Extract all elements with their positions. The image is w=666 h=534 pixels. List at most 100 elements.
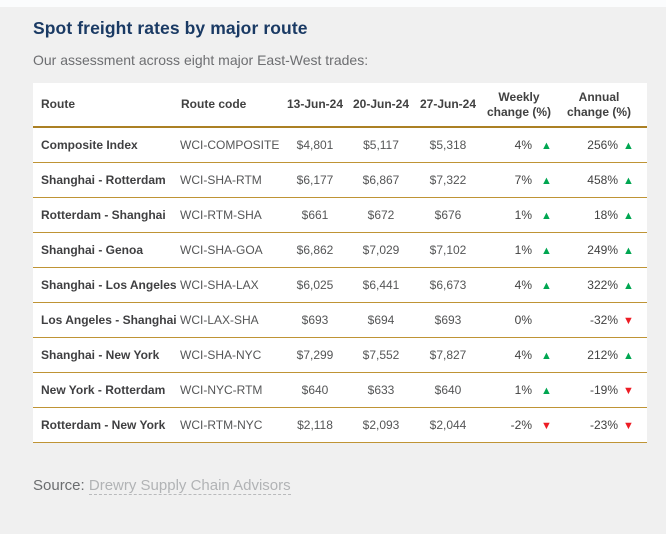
route-cell: Rotterdam - Shanghai [33,197,173,233]
rate-cell: $6,867 [349,162,413,198]
weekly-change-cell: 7% ▲ [483,162,561,198]
table-row: Rotterdam - New York WCI-RTM-NYC $2,118 … [33,407,647,443]
rate-cell: $694 [349,302,413,338]
rate-cell: $2,118 [281,407,349,443]
rate-cell: $2,044 [413,407,483,443]
rate-cell: $6,441 [349,267,413,303]
table-row: Rotterdam - Shanghai WCI-RTM-SHA $661 $6… [33,197,647,233]
rate-cell: $7,552 [349,337,413,373]
route-code-cell: WCI-SHA-RTM [173,162,281,198]
rate-cell: $672 [349,197,413,233]
weekly-change-value: 1% [514,208,532,222]
weekly-change-cell: 1% ▲ [483,372,561,408]
trend-down-icon: ▼ [623,385,634,397]
weekly-change-value: 0% [514,313,532,327]
trend-up-icon: ▲ [541,140,552,152]
annual-change-cell: 322% ▲ [561,267,647,303]
trend-down-icon: ▼ [541,420,552,432]
route-code-cell: WCI-RTM-SHA [173,197,281,233]
annual-change-value: -23% [589,418,618,432]
rate-cell: $7,102 [413,232,483,268]
weekly-change-cell: 4% ▲ [483,337,561,373]
trend-up-icon: ▲ [541,245,552,257]
route-code-cell: WCI-LAX-SHA [173,302,281,338]
freight-rates-table: Route Route code 13-Jun-24 20-Jun-24 27-… [33,83,647,443]
route-cell: New York - Rotterdam [33,372,173,408]
rate-cell: $7,299 [281,337,349,373]
route-code-cell: WCI-NYC-RTM [173,372,281,408]
route-code-cell: WCI-SHA-LAX [173,267,281,303]
annual-change-value: 322% [587,278,618,292]
weekly-change-cell: 0% [483,302,561,338]
trend-up-icon: ▲ [623,350,634,362]
trend-down-icon: ▼ [623,315,634,327]
rate-cell: $6,862 [281,232,349,268]
rate-cell: $676 [413,197,483,233]
rate-cell: $5,318 [413,127,483,163]
trend-up-icon: ▲ [623,280,634,292]
annual-change-value: 18% [593,208,618,222]
annual-change-value: 212% [587,348,618,362]
annual-change-cell: -32% ▼ [561,302,647,338]
route-cell: Los Angeles - Shanghai [33,302,177,338]
rate-cell: $693 [281,302,349,338]
column-header-route-code: Route code [173,83,281,128]
trend-up-icon: ▲ [623,245,634,257]
annual-change-cell: 256% ▲ [561,127,647,163]
rate-cell: $7,322 [413,162,483,198]
weekly-change-cell: 4% ▲ [483,267,561,303]
trend-up-icon: ▲ [623,210,634,222]
annual-change-value: -19% [589,383,618,397]
source-link[interactable]: Drewry Supply Chain Advisors [88,477,291,495]
weekly-change-cell: 1% ▲ [483,197,561,233]
weekly-change-value: 4% [514,138,532,152]
rate-cell: $6,025 [281,267,349,303]
route-cell: Rotterdam - New York [33,407,173,443]
weekly-change-cell: -2% ▼ [483,407,561,443]
annual-change-cell: -23% ▼ [561,407,647,443]
annual-change-value: 249% [587,243,618,257]
rate-cell: $4,801 [281,127,349,163]
page-subtitle: Our assessment across eight major East-W… [33,52,369,68]
weekly-change-cell: 4% ▲ [483,127,561,163]
route-cell: Shanghai - Rotterdam [33,162,173,198]
rates-table-card: Route Route code 13-Jun-24 20-Jun-24 27-… [33,83,647,443]
route-cell: Composite Index [33,127,173,163]
table-row: Composite Index WCI-COMPOSITE $4,801 $5,… [33,127,647,163]
freight-rates-widget: Spot freight rates by major route Our as… [0,7,666,495]
weekly-change-value: -2% [510,418,532,432]
rate-cell: $6,177 [281,162,349,198]
annual-change-value: -32% [589,313,618,327]
annual-change-value: 458% [587,173,618,187]
rate-cell: $7,827 [413,337,483,373]
rate-cell: $5,117 [349,127,413,163]
column-header-annual-change: Annual change (%) [561,83,647,128]
trend-up-icon: ▲ [541,280,552,292]
weekly-change-value: 4% [514,348,532,362]
column-header-20-jun-24: 20-Jun-24 [349,83,413,128]
weekly-change-value: 7% [514,173,532,187]
rate-cell: $2,093 [349,407,413,443]
table-body: Composite Index WCI-COMPOSITE $4,801 $5,… [33,127,647,443]
weekly-change-value: 1% [514,243,532,257]
table-row: Shanghai - Rotterdam WCI-SHA-RTM $6,177 … [33,162,647,198]
route-code-cell: WCI-SHA-NYC [173,337,281,373]
source-line: Source: Drewry Supply Chain Advisors [33,477,647,495]
trend-up-icon: ▲ [541,175,552,187]
table-row: New York - Rotterdam WCI-NYC-RTM $640 $6… [33,372,647,408]
column-header-13-jun-24: 13-Jun-24 [281,83,349,128]
trend-up-icon: ▲ [623,175,634,187]
table-row: Shanghai - New York WCI-SHA-NYC $7,299 $… [33,337,647,373]
rate-cell: $640 [413,372,483,408]
weekly-change-cell: 1% ▲ [483,232,561,268]
annual-change-cell: 458% ▲ [561,162,647,198]
rate-cell: $7,029 [349,232,413,268]
route-cell: Shanghai - Genoa [33,232,173,268]
column-header-weekly-change: Weekly change (%) [483,83,561,128]
annual-change-cell: 18% ▲ [561,197,647,233]
route-code-cell: WCI-RTM-NYC [173,407,281,443]
column-header-route: Route [33,83,173,128]
table-header-row: Route Route code 13-Jun-24 20-Jun-24 27-… [33,83,647,128]
trend-up-icon: ▲ [541,210,552,222]
rate-cell: $693 [413,302,483,338]
